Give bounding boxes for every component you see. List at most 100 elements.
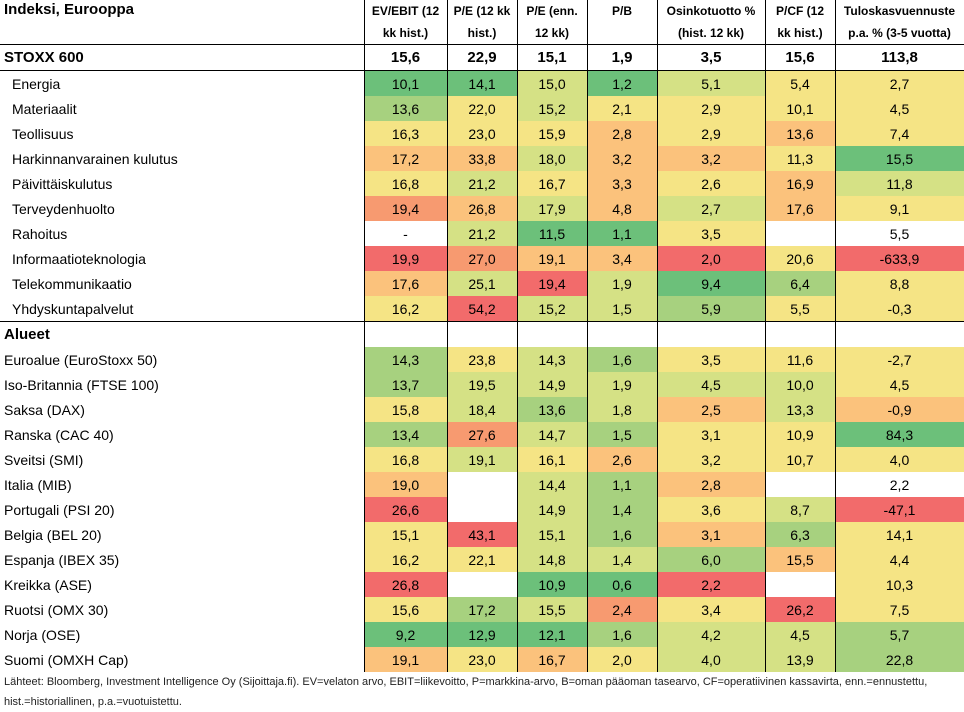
value-cell: 10,1 (764, 96, 835, 121)
value-cell: 16,8 (363, 447, 447, 472)
value-cell: 16,7 (516, 171, 587, 196)
value-cell: 4,0 (656, 647, 765, 672)
value-cell: 13,6 (363, 96, 447, 121)
value-cell: 13,4 (363, 422, 447, 447)
value-cell: 1,6 (586, 347, 657, 372)
value-cell: 16,2 (363, 547, 447, 572)
value-cell: 2,0 (656, 246, 765, 271)
value-cell: 9,1 (834, 196, 964, 221)
value-cell: 2,9 (656, 96, 765, 121)
value-cell: 1,4 (586, 497, 657, 522)
row-label: Euroalue (EuroStoxx 50) (4, 351, 158, 368)
value-cell (764, 472, 835, 497)
value-cell: 13,6 (516, 397, 587, 422)
value-cell: 5,4 (764, 70, 835, 96)
value-cell: 11,8 (834, 171, 964, 196)
header-pb-sub (586, 22, 657, 45)
value-cell (446, 497, 517, 522)
value-cell: 23,8 (446, 347, 517, 372)
value-cell: 3,4 (656, 597, 765, 622)
value-cell: 16,1 (516, 447, 587, 472)
value-cell: 26,8 (446, 196, 517, 221)
table-row: Informaatioteknologia 19,9 27,0 19,1 3,4 2,0 2… (0, 246, 964, 271)
value-cell: 17,6 (363, 271, 447, 296)
value-cell: 15,5 (764, 547, 835, 572)
value-cell: 5,1 (656, 70, 765, 96)
row-label: Belgia (BEL 20) (4, 526, 102, 543)
value-cell: 9,2 (363, 622, 447, 647)
value-cell: 3,5 (656, 221, 765, 246)
value-cell: 14,3 (363, 347, 447, 372)
header-pcf-sub: kk hist.) (764, 22, 835, 45)
value-cell: 22,0 (446, 96, 517, 121)
total-value: 15,6 (363, 44, 447, 71)
value-cell: 17,6 (764, 196, 835, 221)
value-cell: 1,2 (586, 70, 657, 96)
table-row: Terveydenhuolto 19,4 26,8 17,9 4,8 2,7 17,6 9,1 (0, 196, 964, 221)
row-label: Telekommunikaatio (12, 275, 132, 292)
value-cell: 3,5 (656, 347, 765, 372)
value-cell: 4,8 (586, 196, 657, 221)
value-cell: 1,9 (586, 372, 657, 397)
header-dividend-yield: Osinkotuotto % (656, 0, 765, 22)
section-empty-cell (363, 321, 447, 347)
value-cell: 17,2 (363, 146, 447, 171)
value-cell: 19,1 (446, 447, 517, 472)
value-cell (764, 221, 835, 246)
value-cell: 1,1 (586, 472, 657, 497)
section-empty-cell (834, 321, 964, 347)
value-cell: -47,1 (834, 497, 964, 522)
table-row: Ruotsi (OMX 30) 15,6 17,2 15,5 2,4 3,4 26,2 7,5 (0, 597, 964, 622)
value-cell: 18,4 (446, 397, 517, 422)
table-title: Indeksi, Eurooppa (4, 1, 135, 18)
value-cell: - (363, 221, 447, 246)
value-cell: 17,9 (516, 196, 587, 221)
value-cell: 27,6 (446, 422, 517, 447)
value-cell: 12,1 (516, 622, 587, 647)
value-cell: 2,9 (656, 121, 765, 146)
value-cell: 19,4 (363, 196, 447, 221)
total-label: STOXX 600 (0, 44, 364, 71)
total-value: 1,9 (586, 44, 657, 71)
table-row: Sveitsi (SMI) 16,8 19,1 16,1 2,6 3,2 10,7 4,0 (0, 447, 964, 472)
value-cell: 26,6 (363, 497, 447, 522)
value-cell: 12,9 (446, 622, 517, 647)
value-cell: -0,9 (834, 397, 964, 422)
value-cell: 15,0 (516, 70, 587, 96)
value-cell: 4,5 (764, 622, 835, 647)
value-cell: 2,7 (834, 70, 964, 96)
value-cell: 15,5 (834, 146, 964, 171)
header-ev-ebit: EV/EBIT (12 (363, 0, 447, 22)
value-cell: 8,7 (764, 497, 835, 522)
row-label: Materiaalit (12, 100, 77, 117)
table-row: Rahoitus -21,2 11,5 1,1 3,5 5,5 (0, 221, 964, 246)
table-row: Portugali (PSI 20) 26,6 14,9 1,4 3,6 8,7 -47,1 (0, 497, 964, 522)
value-cell: 1,6 (586, 522, 657, 547)
value-cell: 3,1 (656, 422, 765, 447)
total-value: 3,5 (656, 44, 765, 71)
value-cell: 2,8 (656, 472, 765, 497)
value-cell: 15,5 (516, 597, 587, 622)
row-label: Ruotsi (OMX 30) (4, 601, 109, 618)
value-cell: 22,1 (446, 547, 517, 572)
value-cell: 13,3 (764, 397, 835, 422)
value-cell: 19,9 (363, 246, 447, 271)
value-cell: 26,2 (764, 597, 835, 622)
value-cell: 18,0 (516, 146, 587, 171)
value-cell: 14,1 (834, 522, 964, 547)
section-empty-cell (764, 321, 835, 347)
row-label: Rahoitus (12, 225, 68, 242)
value-cell: 2,0 (586, 647, 657, 672)
value-cell: -0,3 (834, 296, 964, 322)
section-empty-cell (516, 321, 587, 347)
value-cell: 6,4 (764, 271, 835, 296)
row-label: Portugali (PSI 20) (4, 501, 115, 518)
value-cell: 1,5 (586, 296, 657, 322)
value-cell: 16,7 (516, 647, 587, 672)
header-pe-hist-sub: hist.) (446, 22, 517, 45)
value-cell: 19,5 (446, 372, 517, 397)
value-cell: 19,4 (516, 271, 587, 296)
table-row: Kreikka (ASE) 26,8 10,9 0,6 2,2 10,3 (0, 572, 964, 597)
value-cell: 13,9 (764, 647, 835, 672)
value-cell: 15,8 (363, 397, 447, 422)
